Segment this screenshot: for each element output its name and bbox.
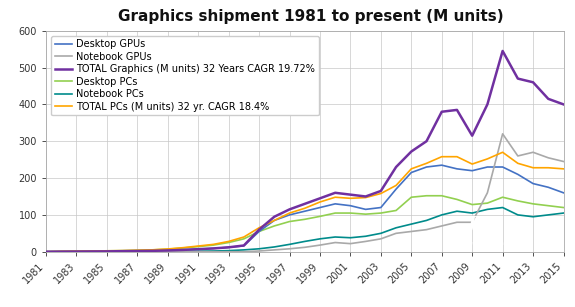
Text: Jon Peddie Research: Jon Peddie Research	[462, 242, 507, 246]
Legend: Desktop GPUs, Notebook GPUs, TOTAL Graphics (M units) 32 Years CAGR 19.72%, Desk: Desktop GPUs, Notebook GPUs, TOTAL Graph…	[51, 36, 319, 115]
Text: Graphics shipment 1981 to present (M units): Graphics shipment 1981 to present (M uni…	[118, 9, 503, 24]
Text: JPR: JPR	[467, 215, 501, 232]
